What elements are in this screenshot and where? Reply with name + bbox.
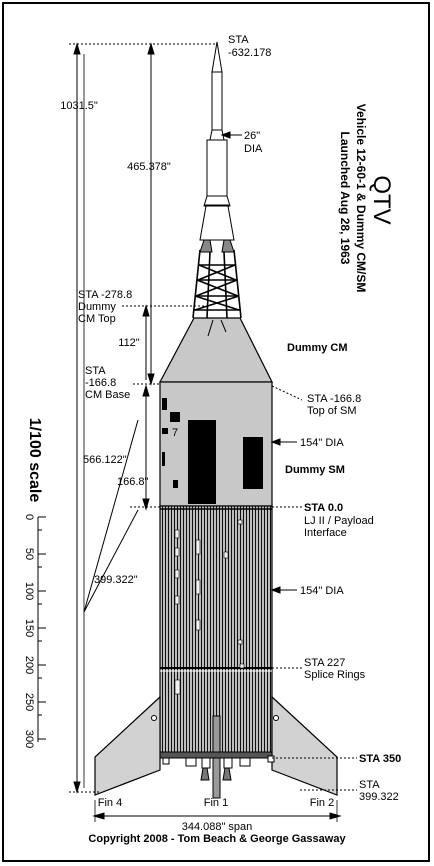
sm-top-sta-2: Top of SM: [307, 405, 357, 417]
sm-top-sta-1: STA -166.8: [307, 393, 361, 405]
scale-tick-0: 0: [23, 514, 35, 520]
sm-dia-label: 154" DIA: [300, 437, 344, 449]
nose-sta-2: -632.178: [228, 47, 271, 59]
title-launched: Launched Aug 28, 1963: [338, 132, 352, 265]
cm-height: 112": [118, 337, 140, 349]
tower-dia-unit: DIA: [244, 143, 263, 155]
tower-dia-value: 26": [244, 130, 260, 142]
cm-top-sta-1: STA -278.8: [78, 289, 132, 301]
cm-top-sta-3: CM Top: [78, 313, 116, 325]
scale-tick-50: 50: [23, 548, 35, 560]
tower-motor-body: [206, 139, 228, 197]
dummy-cm-label: Dummy CM: [287, 342, 348, 354]
tower-nose-cone: [211, 41, 223, 73]
sm-panel-left: [188, 420, 216, 504]
fin-4: [94, 695, 161, 796]
annotations: STA -632.178 26" DIA 1031.5" 465.378" ST…: [60, 34, 401, 845]
sm-marking: 7: [172, 427, 178, 439]
dummy-sm-label: Dummy SM: [285, 464, 345, 476]
overall-length: 1031.5": [60, 100, 98, 112]
sta-350: STA 350: [359, 753, 401, 765]
tower-length: 465.378": [127, 161, 171, 173]
scale-ruler: 0 50 100 150 200 250 300 1/100 scale: [23, 418, 46, 748]
cm-base-sta-2: -166.8: [85, 377, 116, 389]
lj-dia-label: 154" DIA: [300, 585, 344, 597]
fin4-label: Fin 4: [98, 797, 122, 809]
diagram-frame: [2, 2, 430, 862]
dimension-lines: [69, 42, 357, 822]
interface-sta: STA 0.0: [304, 502, 343, 514]
title-qtv: QTV: [368, 175, 395, 224]
sta-399-1: STA: [359, 779, 380, 791]
dummy-cm-shape: [159, 317, 273, 383]
interface-line1: LJ II / Payload: [304, 515, 374, 527]
sta-399-2: 399.322: [359, 791, 399, 803]
fin-2: [271, 695, 338, 796]
splice-label: Splice Rings: [304, 669, 366, 681]
span-label: 344.088" span: [182, 821, 253, 833]
cm-base-sta-3: CM Base: [85, 389, 130, 401]
cm-base-sta-1: STA: [85, 365, 106, 377]
to-cm-base: 566.122": [83, 454, 127, 466]
copyright: Copyright 2008 - Tom Beach & George Gass…: [88, 833, 346, 845]
scale-tick-150: 150: [23, 619, 35, 637]
tower-motor-base: [203, 195, 231, 207]
fin1-label: Fin 1: [204, 797, 228, 809]
splice-sta: STA 227: [304, 657, 345, 669]
title-vehicle: Vehicle 12-60-1 & Dummy CM/SM: [354, 104, 368, 293]
scale-tick-300: 300: [23, 730, 35, 748]
scale-tick-100: 100: [23, 582, 35, 600]
cm-top-sta-2: Dummy: [78, 301, 116, 313]
to-fins: 399.322": [94, 574, 138, 586]
interface-line2: Interface: [304, 527, 347, 539]
scale-tick-200: 200: [23, 656, 35, 674]
scale-title: 1/100 scale: [26, 418, 43, 503]
fin2-label: Fin 2: [310, 797, 334, 809]
escape-tower-truss: [192, 249, 242, 319]
sm-panel-right: [243, 437, 263, 489]
scale-tick-250: 250: [23, 693, 35, 711]
sm-height: 166.8": [117, 476, 149, 488]
title-block: QTV Vehicle 12-60-1 & Dummy CM/SM Launch…: [338, 104, 395, 293]
nose-sta-1: STA: [228, 34, 249, 46]
rocket: 7: [94, 41, 338, 799]
tower-upper-body: [211, 71, 223, 131]
